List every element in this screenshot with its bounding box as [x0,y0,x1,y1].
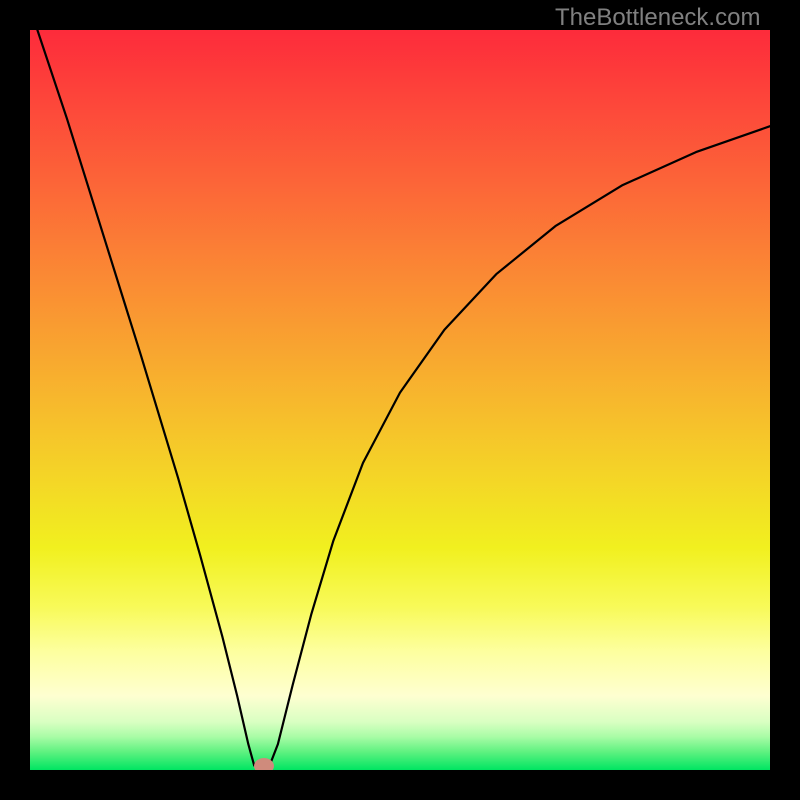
bottleneck-curve [37,30,770,768]
curve-layer [30,30,770,770]
chart-stage: TheBottleneck.com [0,0,800,800]
plot-area [30,30,770,770]
watermark-text: TheBottleneck.com [555,4,760,32]
optimal-point-marker [254,758,274,770]
